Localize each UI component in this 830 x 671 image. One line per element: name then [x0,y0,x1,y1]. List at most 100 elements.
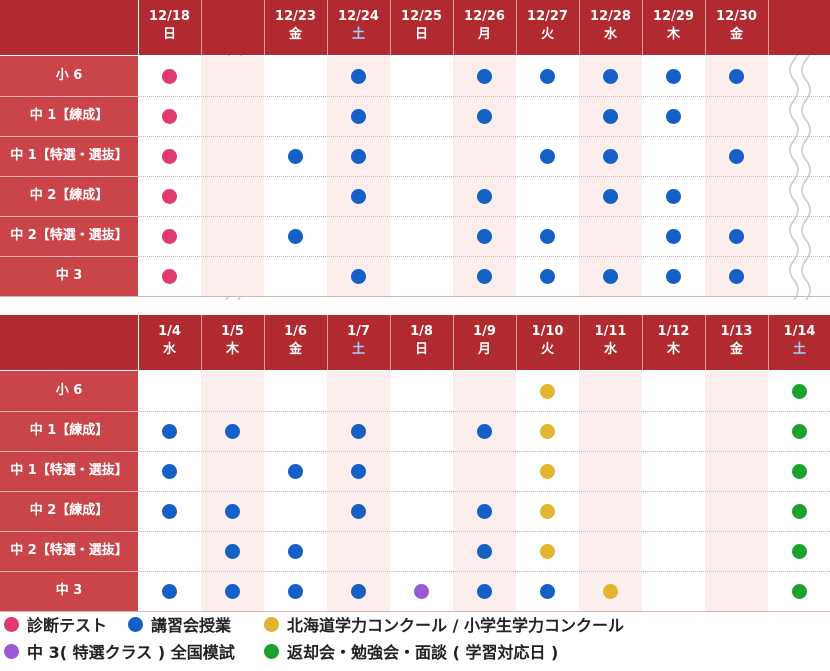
legend-label: 北海道学力コンクール / 小学生学力コンクール [287,616,624,635]
schedule-dot-blue [540,68,555,84]
column-date: 1/6 [284,324,307,339]
schedule-dot-blue [666,68,681,84]
schedule-dot-blue [162,423,177,439]
row-divider [138,531,830,532]
schedule-dot-blue [351,268,366,284]
schedule-dot-blue [603,188,618,204]
header-divider [390,0,391,55]
legend-item: 返却会・勉強会・面談 ( 学習対応日 ) [264,641,558,662]
row-label: 中 2【特選・選抜】 [10,543,128,558]
schedule-dot-blue [225,583,240,599]
label-divider [0,256,138,257]
schedule-dot-blue [351,503,366,519]
header-divider [516,0,517,55]
header-divider [768,315,769,370]
column-date: 12/27 [527,9,568,24]
schedule-dot-pink [162,188,177,204]
schedule-dot-blue [351,463,366,479]
header-divider [327,0,328,55]
schedule-table-2: 1/4 水 1/5 木 1/6 金 1/7 土 1/8 日 1/9 月 1/10 火 1/11 水 1/12 木 1… [0,315,830,612]
header-divider [516,315,517,370]
legend-label: 診断テスト [27,616,108,635]
schedule-dot-blue [729,148,744,164]
schedule-dot-blue [225,543,240,559]
schedule-dot-blue [162,463,177,479]
schedule-dot-blue [477,583,492,599]
schedule-dot-blue [477,423,492,439]
schedule-dot-blue [351,108,366,124]
column-day: 金 [729,27,743,42]
schedule-dot-blue [162,583,177,599]
schedule-dot-yellow [540,383,555,399]
header-divider [390,315,391,370]
schedule-dot-purple [414,583,429,599]
schedule-dot-blue [477,108,492,124]
schedule-dot-green [792,503,807,519]
schedule-dot-blue [666,228,681,244]
schedule-dot-green [792,543,807,559]
header-corner [0,0,139,55]
header-divider [453,315,454,370]
schedule-dot-blue [603,68,618,84]
row-divider [138,136,830,137]
legend-dot-pink [4,616,19,632]
row-divider [138,451,830,452]
schedule-dot-blue [477,543,492,559]
schedule-dot-blue [666,268,681,284]
schedule-dot-blue [666,108,681,124]
row-label: 中 3 [55,583,83,598]
schedule-dot-blue [351,68,366,84]
column-day: 火 [540,342,554,357]
schedule-dot-blue [603,268,618,284]
schedule-dot-yellow [540,503,555,519]
label-divider [0,451,138,452]
column-date: 1/5 [221,324,244,339]
column-day: 金 [729,342,743,357]
column-day: 土 [351,27,365,42]
legend-dot-green [264,643,279,659]
header-divider [327,315,328,370]
schedule-dot-yellow [603,583,618,599]
header-divider [642,0,643,55]
row-label: 中 2【練成】 [29,188,109,203]
label-divider [0,411,138,412]
schedule-dot-pink [162,68,177,84]
column-date: 1/12 [657,324,690,339]
legend-item: 中 3( 特選クラス ) 全国模試 [4,641,235,662]
schedule-dot-blue [729,68,744,84]
schedule-dot-blue [288,228,303,244]
row-divider [138,411,830,412]
schedule-dot-blue [288,543,303,559]
legend-dot-purple [4,643,19,659]
schedule-dot-blue [225,423,240,439]
legend-item: 診断テスト [4,614,108,635]
schedule-dot-blue [288,148,303,164]
schedule-dot-blue [288,583,303,599]
schedule-dot-blue [162,503,177,519]
row-divider [138,491,830,492]
label-divider [0,571,138,572]
schedule-dot-blue [351,148,366,164]
table-bottom [0,611,830,612]
row-label: 中 1【練成】 [29,108,109,123]
header-divider [453,0,454,55]
label-divider [0,136,138,137]
column-day: 土 [351,342,365,357]
schedule-dot-yellow [540,463,555,479]
header-corner [0,315,139,370]
schedule-dot-blue [540,228,555,244]
legend-label: 講習会授業 [151,616,232,635]
schedule-dot-blue [288,463,303,479]
schedule-dot-green [792,383,807,399]
header-divider [201,315,202,370]
schedule-dot-blue [540,583,555,599]
column-day: 木 [225,342,239,357]
legend-dot-yellow [264,616,279,632]
header-divider [579,0,580,55]
column-day: 月 [477,342,491,357]
row-divider [138,571,830,572]
label-divider [0,176,138,177]
column-day: 月 [477,27,491,42]
schedule-dot-pink [162,268,177,284]
